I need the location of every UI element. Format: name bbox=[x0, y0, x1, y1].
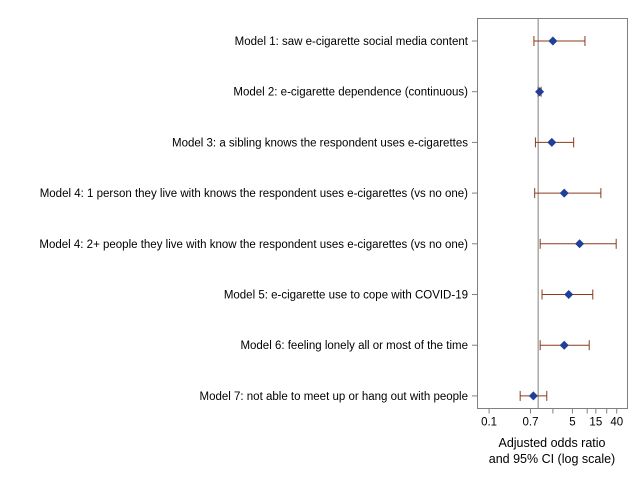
row-label: Model 4: 1 person they live with knows t… bbox=[40, 188, 468, 200]
odds-ratio-marker bbox=[575, 239, 585, 249]
odds-ratio-marker bbox=[564, 290, 574, 299]
forest-row: Model 4: 2+ people they live with know t… bbox=[39, 238, 617, 251]
x-axis-title-line-2: and 95% CI (log scale) bbox=[489, 452, 615, 466]
x-tick-label: 40 bbox=[610, 417, 623, 429]
forest-row: Model 4: 1 person they live with knows t… bbox=[40, 188, 602, 200]
x-tick-label: 15 bbox=[589, 417, 602, 429]
row-label: Model 3: a sibling knows the respondent … bbox=[172, 137, 468, 149]
forest-row: Model 5: e-cigarette use to cope with CO… bbox=[224, 289, 594, 302]
row-label: Model 4: 2+ people they live with know t… bbox=[39, 239, 468, 251]
row-label: Model 6: feeling lonely all or most of t… bbox=[240, 340, 468, 352]
row-label: Model 2: e-cigarette dependence (continu… bbox=[233, 87, 468, 99]
row-label: Model 5: e-cigarette use to cope with CO… bbox=[224, 290, 468, 302]
odds-ratio-marker bbox=[559, 188, 569, 198]
odds-ratio-marker bbox=[559, 340, 569, 350]
x-axis-title-line-1: Adjusted odds ratio bbox=[498, 436, 605, 450]
forest-row: Model 6: feeling lonely all or most of t… bbox=[240, 340, 590, 352]
plot-frame bbox=[477, 18, 628, 409]
odds-ratio-marker bbox=[528, 391, 538, 401]
odds-ratio-marker bbox=[535, 87, 545, 97]
odds-ratio-marker bbox=[547, 137, 557, 147]
forest-row: Model 2: e-cigarette dependence (continu… bbox=[233, 86, 545, 99]
forest-row: Model 3: a sibling knows the respondent … bbox=[172, 137, 575, 149]
odds-ratio-marker bbox=[548, 36, 558, 46]
x-tick-label: 5 bbox=[569, 417, 575, 429]
forest-row: Model 7: not able to meet up or hang out… bbox=[199, 390, 548, 403]
row-label: Model 1: saw e-cigarette social media co… bbox=[235, 36, 469, 48]
row-label: Model 7: not able to meet up or hang out… bbox=[199, 391, 468, 403]
x-tick-label: 0.1 bbox=[481, 417, 497, 429]
x-tick-label: 0.7 bbox=[523, 417, 539, 429]
forest-row: Model 1: saw e-cigarette social media co… bbox=[235, 36, 586, 48]
